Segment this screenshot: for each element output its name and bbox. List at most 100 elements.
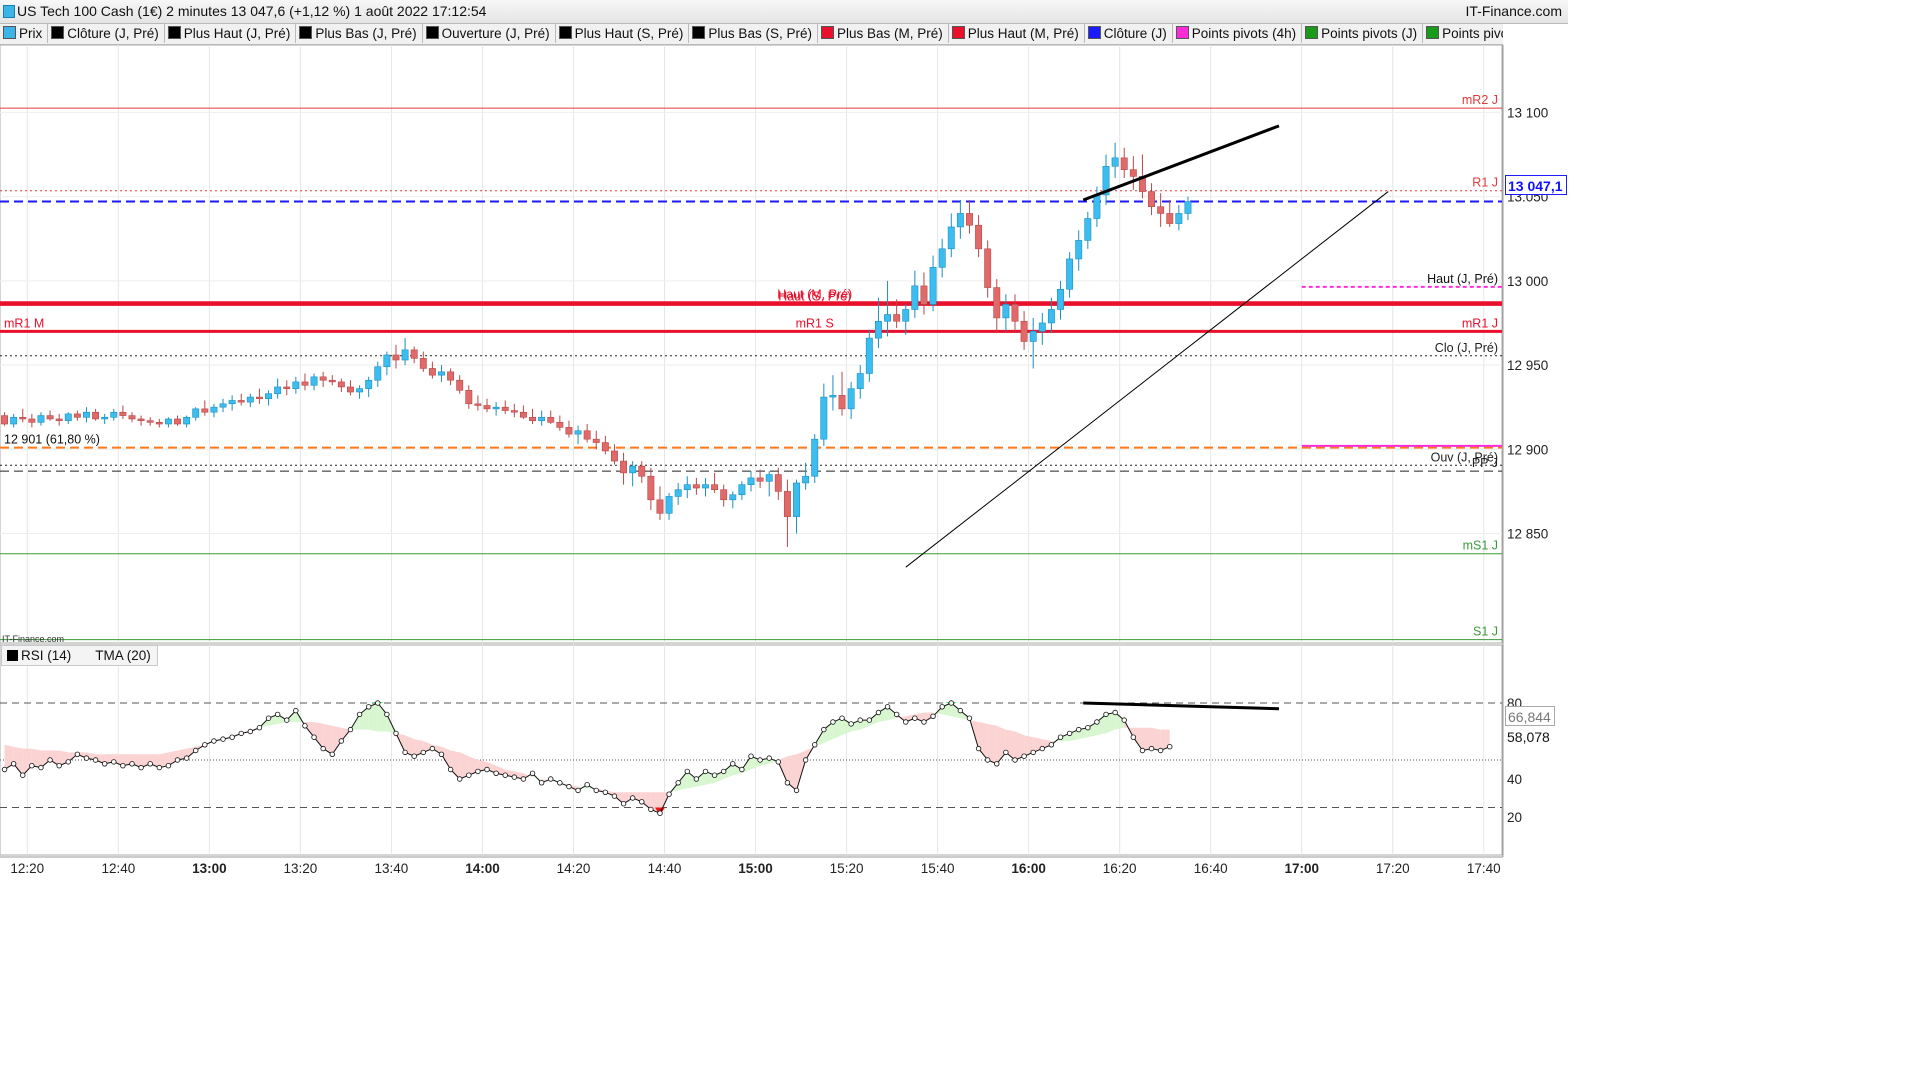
rsi-point — [92, 757, 99, 763]
candle-body — [802, 475, 810, 484]
rsi-tma-fill — [523, 773, 533, 779]
legend-item[interactable]: Plus Haut (M, Pré) — [949, 24, 1085, 43]
time-tick-label: 12:20 — [10, 861, 44, 876]
candle-body — [620, 460, 628, 474]
legend-label: Prix — [19, 26, 43, 41]
candle-body — [510, 410, 518, 413]
legend-item[interactable]: Points pivots — [1423, 24, 1503, 43]
legend-item[interactable]: Plus Bas (J, Pré) — [296, 24, 423, 43]
legend-item[interactable]: Ouverture (J, Pré) — [423, 24, 556, 43]
level-label: Haut (M, Pré) — [777, 288, 852, 302]
rsi-point — [1094, 719, 1100, 725]
rsi-point — [420, 749, 426, 756]
rsi-point — [138, 764, 144, 771]
legend-label: Ouverture (J, Pré) — [441, 26, 550, 41]
candle-body — [556, 422, 564, 428]
rsi-point — [293, 707, 299, 714]
rsi-point — [183, 755, 190, 761]
legend-item[interactable]: Plus Bas (M, Pré) — [818, 24, 949, 43]
time-tick-label: 13:40 — [375, 861, 409, 876]
rsi-point — [821, 726, 827, 733]
candle-body — [601, 442, 609, 452]
legend-item[interactable]: Points pivots (4h) — [1173, 24, 1303, 43]
rsi-point — [1030, 749, 1036, 756]
price-tick-label: 13 000 — [1507, 274, 1548, 289]
rsi-tma-fill — [323, 723, 333, 755]
candle-body — [765, 474, 773, 482]
candle-body — [210, 406, 218, 413]
time-tick-label: 17:00 — [1284, 861, 1319, 876]
legend-item[interactable]: Points pivots (J) — [1302, 24, 1424, 43]
candle-body — [574, 430, 582, 435]
candle-body — [401, 349, 409, 361]
rsi-tma-fill — [359, 706, 369, 730]
rsi-point — [793, 787, 800, 794]
time-tick-label: 14:20 — [557, 861, 591, 876]
legend-item[interactable]: Prix — [0, 24, 49, 43]
level-label: mR1 S — [796, 316, 834, 330]
candle-body — [374, 366, 382, 381]
candle-body — [929, 267, 937, 305]
candle-body — [73, 413, 81, 418]
rsi-point — [930, 713, 936, 719]
candle-body — [665, 496, 673, 514]
price-plot-area — [0, 44, 1503, 644]
rsi-point — [830, 719, 836, 725]
candle-body — [164, 418, 172, 425]
rsi-tma-fill — [268, 714, 278, 726]
rsi-point — [939, 704, 945, 710]
legend-item[interactable]: Plus Haut (J, Pré) — [165, 24, 297, 43]
rsi-tma-fill — [823, 722, 833, 743]
time-tick-label: 12:40 — [101, 861, 135, 876]
legend-item[interactable]: Plus Bas (S, Pré) — [689, 24, 818, 43]
time-tick-label: 14:40 — [648, 861, 682, 876]
rsi-point — [1148, 745, 1155, 752]
rsi-point — [457, 776, 463, 782]
legend-swatch-icon — [951, 26, 965, 39]
rsi-point — [65, 759, 71, 765]
legend-item[interactable]: Clôture (J, Pré) — [48, 24, 165, 43]
legend-item[interactable]: Plus Haut (S, Pré) — [556, 24, 690, 43]
rsi-point — [1021, 753, 1027, 759]
rsi-point — [411, 753, 417, 759]
rsi-point — [129, 761, 135, 767]
rsi-point — [629, 795, 636, 801]
rsi-point — [1012, 757, 1018, 763]
legend-label: Plus Bas (S, Pré) — [708, 26, 812, 41]
candle-body — [529, 416, 536, 421]
rsi-tma-fill — [905, 714, 915, 722]
tma-legend-item[interactable]: TMA (20) — [95, 648, 151, 663]
rsi-point — [548, 776, 554, 782]
rsi-tma-fill — [1042, 739, 1052, 749]
rsi-point — [1076, 726, 1082, 733]
rsi-point — [47, 757, 53, 763]
rsi-tma-fill — [641, 792, 651, 810]
candle-body — [301, 381, 309, 386]
rsi-point — [247, 728, 254, 735]
candle-body — [856, 373, 864, 389]
candle-body — [920, 285, 928, 305]
rsi-tma-fill — [623, 792, 633, 804]
chart-title: US Tech 100 Cash (1€) 2 minutes 13 047,6… — [17, 3, 487, 19]
candle-body — [1129, 169, 1137, 177]
candle-body — [219, 403, 227, 408]
rsi-tma-fill — [1069, 729, 1079, 741]
rsi-tma-fill — [687, 771, 697, 789]
rsi-point — [666, 791, 672, 797]
candle-body — [884, 314, 891, 322]
indicator-legend-bar: Prix Clôture (J, Pré) Plus Haut (J, Pré) Pl… — [0, 24, 1503, 45]
candle-body — [683, 484, 691, 491]
price-tick-label: 12 900 — [1507, 442, 1548, 457]
candle-body — [975, 224, 983, 250]
legend-item[interactable]: Clôture (J) — [1085, 24, 1173, 43]
price-tick-label: 13 100 — [1507, 105, 1548, 120]
legend-label: Clôture (J) — [1103, 26, 1167, 41]
rsi-value-label: 58,078 — [1505, 728, 1555, 746]
rsi-point — [429, 745, 436, 752]
rsi-tma-fill — [678, 771, 688, 791]
rsi-legend-item[interactable]: RSI (14) — [2, 648, 77, 663]
chart-canvas[interactable]: 12:20 12:40 13:00 13:20 13:40 14:00 14:20 14:40… — [0, 0, 1568, 882]
rsi-tma-fill — [987, 723, 997, 764]
rsi-point — [438, 751, 445, 757]
candle-body — [938, 248, 946, 268]
